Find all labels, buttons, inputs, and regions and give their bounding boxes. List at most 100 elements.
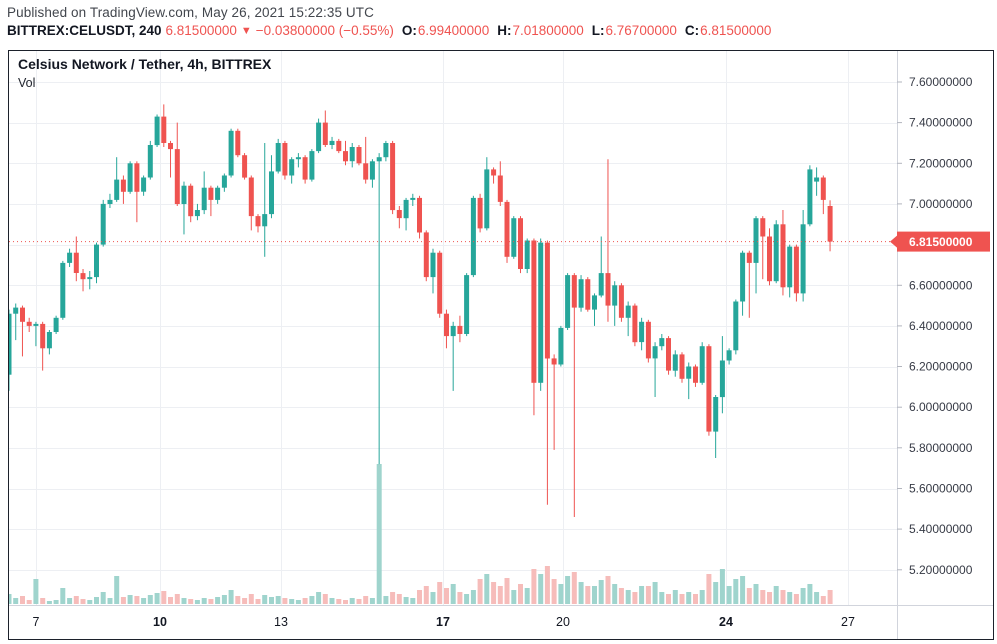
volume-bar <box>470 590 476 604</box>
candle-up <box>107 199 113 204</box>
volume-bar <box>134 596 140 604</box>
volume-bar <box>632 592 638 604</box>
volume-bar <box>127 595 133 604</box>
low-value: 6.76700000 <box>605 23 677 38</box>
time-tick-label: 27 <box>841 615 855 629</box>
candle-down <box>73 252 79 273</box>
price-tick-label: 6.00000000 <box>909 400 973 414</box>
volume-bar <box>215 597 221 604</box>
volume-bar <box>605 576 611 604</box>
volume-bar <box>612 584 618 604</box>
candle-up <box>201 187 207 211</box>
volume-bar <box>679 594 685 604</box>
chart-legend-title[interactable]: Celsius Network / Tether, 4h, BITTREX <box>18 56 272 72</box>
volume-bar <box>376 464 382 604</box>
chart-border <box>8 50 994 640</box>
symbol-name: BITTREX:CELUSDT, 240 <box>7 23 162 38</box>
price-tick-label: 5.40000000 <box>909 522 973 536</box>
high-label: H: <box>497 23 512 38</box>
volume-bar <box>403 597 409 604</box>
candle-down <box>444 313 449 337</box>
candle-down <box>544 242 550 359</box>
candle-up <box>511 218 517 257</box>
volume-bar <box>437 582 443 604</box>
volume-bar <box>67 598 73 604</box>
volume-indicator-label[interactable]: Vol <box>18 76 36 90</box>
volume-bar <box>316 592 322 604</box>
volume-bar <box>827 590 833 604</box>
price-tick-label: 7.00000000 <box>909 197 973 211</box>
candle-up <box>719 360 725 398</box>
candle-up <box>275 143 281 172</box>
volume-bar <box>733 579 739 604</box>
volume-bar <box>645 586 651 604</box>
volume-bar <box>504 578 510 604</box>
candle-up <box>295 157 301 160</box>
volume-bar <box>760 590 766 604</box>
candle-up <box>807 169 813 225</box>
candle-up <box>814 177 820 182</box>
candle-up <box>181 185 187 204</box>
volume-bar <box>430 592 436 604</box>
price-tick-label: 6.40000000 <box>909 319 973 333</box>
volume-bar <box>686 592 692 604</box>
volume-bar <box>814 592 820 604</box>
candle-down <box>437 252 443 314</box>
candle-up <box>289 159 295 176</box>
volume-bar <box>417 590 422 604</box>
volume-bar <box>410 598 416 604</box>
volume-bar <box>53 600 59 604</box>
candle-up <box>53 317 59 332</box>
candle-up <box>100 203 106 245</box>
volume-bar <box>625 590 631 604</box>
volume-bar <box>329 598 335 604</box>
candle-down <box>343 151 348 162</box>
candle-up <box>410 197 416 200</box>
volume-bar <box>746 588 752 604</box>
candle-down <box>531 240 537 383</box>
volume-bar <box>571 572 577 604</box>
candle-down <box>645 321 651 359</box>
candle-down <box>322 122 328 145</box>
volume-bar <box>693 594 698 604</box>
low-label: L: <box>591 23 605 38</box>
last-price: 6.81500000 <box>165 23 237 38</box>
volume-bar <box>578 582 584 604</box>
volume-bar <box>120 597 126 604</box>
candle-down <box>423 232 429 278</box>
candle-up <box>464 275 470 334</box>
price-tick-label: 5.80000000 <box>909 441 973 455</box>
candle-down <box>248 177 254 217</box>
volume-bar <box>356 599 362 604</box>
price-tag-bg <box>897 231 990 252</box>
candle-down <box>356 147 362 164</box>
candle-up <box>316 122 322 152</box>
candle-up <box>87 277 93 280</box>
candle-up <box>114 179 120 200</box>
candle-down <box>666 338 671 371</box>
volume-bar <box>639 586 645 604</box>
volume-bar <box>524 588 530 604</box>
candle-up <box>383 143 389 158</box>
volume-bar <box>491 582 497 604</box>
candle-down <box>390 143 396 211</box>
volume-bar <box>275 596 281 604</box>
volume-bar <box>242 598 248 604</box>
candle-up <box>67 252 73 263</box>
candle-down <box>188 185 194 217</box>
volume-bar <box>248 594 254 604</box>
candle-up <box>94 244 99 278</box>
time-tick-label: 10 <box>153 615 167 629</box>
volume-bar <box>531 569 537 604</box>
candle-up <box>309 151 315 180</box>
candle-down <box>134 163 140 192</box>
volume-bar <box>699 590 705 604</box>
volume-bar <box>282 598 288 604</box>
candle-down <box>820 177 826 200</box>
volume-bar <box>188 599 194 604</box>
volume-bar <box>141 598 147 604</box>
candle-up <box>726 350 732 361</box>
candle-down <box>518 218 523 269</box>
volume-bar <box>538 574 544 604</box>
